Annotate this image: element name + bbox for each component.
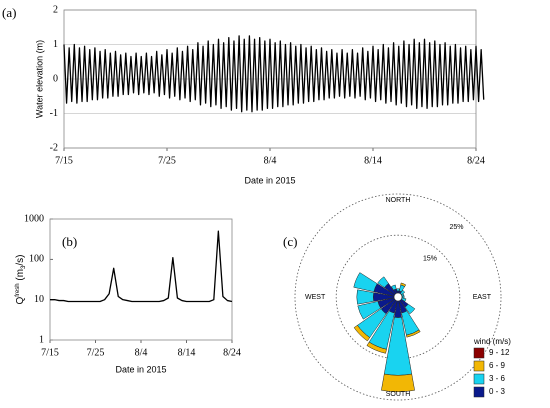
legend-swatch — [473, 360, 485, 372]
ring — [294, 193, 502, 401]
plot-frame — [49, 218, 233, 341]
y-tick-label: 100 — [29, 254, 44, 265]
y-tick-label: 1 — [53, 39, 58, 50]
y-tick-label: 0 — [53, 73, 58, 84]
y-tick-label: -1 — [50, 108, 58, 119]
panel-label: (c) — [283, 234, 297, 249]
data-line — [50, 230, 233, 303]
x-tick-label: 8/14 — [364, 155, 382, 166]
y-tick-label: 10 — [34, 294, 44, 305]
direction-label: SOUTH — [386, 391, 411, 398]
ring-label: 25% — [449, 224, 463, 231]
direction-label: NORTH — [386, 197, 411, 204]
petal-segment — [390, 284, 397, 291]
panel-label: (a) — [2, 5, 16, 20]
x-tick-label: 8/4 — [135, 347, 148, 358]
direction-label: EAST — [473, 294, 492, 301]
y-axis-label-part: Q — [15, 297, 26, 305]
x-tick-label: 8/4 — [264, 155, 277, 166]
petal-segment — [357, 301, 381, 320]
y-axis-label: Water elevation (m) — [34, 40, 44, 118]
legend-label: 6 - 9 — [489, 361, 506, 370]
x-tick-label: 8/14 — [178, 347, 196, 358]
y-tick-label: 2 — [53, 4, 58, 15]
y-axis-label: Qfresh (m3/s) — [15, 254, 27, 304]
x-axis-label: Date in 2015 — [244, 175, 295, 185]
petal-segment — [353, 324, 371, 342]
plot-frame — [63, 9, 477, 149]
y-tick-label: 1 — [39, 334, 44, 345]
x-tick-label: 7/15 — [41, 347, 59, 358]
data-line — [63, 35, 485, 113]
legend-title: wind (m/s) — [473, 337, 511, 346]
petal-segment — [377, 276, 389, 288]
legend-label: 0 - 3 — [489, 387, 506, 396]
petal-segment — [353, 272, 378, 292]
panel-label: (b) — [62, 234, 77, 249]
petal-segment — [381, 373, 415, 392]
y-axis-label-part: fresh — [15, 283, 21, 296]
petal-segment — [396, 288, 400, 292]
y-tick-label: 1000 — [24, 213, 44, 224]
legend-swatch — [473, 386, 485, 398]
legend-label: 9 - 12 — [489, 348, 510, 357]
x-axis-label: Date in 2015 — [115, 364, 166, 374]
y-axis-label-part: (m — [15, 269, 26, 283]
legend-label: 3 - 6 — [489, 374, 506, 383]
legend-swatch — [473, 373, 485, 385]
ring — [335, 234, 461, 360]
ring-label: 15% — [423, 256, 437, 263]
petal-segment — [406, 329, 421, 338]
petal-segment — [400, 282, 407, 287]
petal-segment — [404, 303, 416, 315]
y-axis-label-part: 3 — [21, 265, 27, 269]
x-tick-label: 7/25 — [158, 155, 176, 166]
x-tick-label: 7/15 — [55, 155, 73, 166]
legend-swatch — [473, 347, 485, 359]
petal-segment — [356, 289, 374, 305]
x-tick-label: 8/24 — [223, 347, 241, 358]
x-tick-label: 8/24 — [467, 155, 485, 166]
direction-label: WEST — [305, 294, 326, 301]
y-tick-label: -2 — [50, 142, 58, 153]
petal-segment — [366, 341, 387, 354]
center-hole — [393, 292, 403, 302]
y-axis-label-part: /s) — [15, 254, 26, 265]
x-tick-label: 7/25 — [87, 347, 105, 358]
